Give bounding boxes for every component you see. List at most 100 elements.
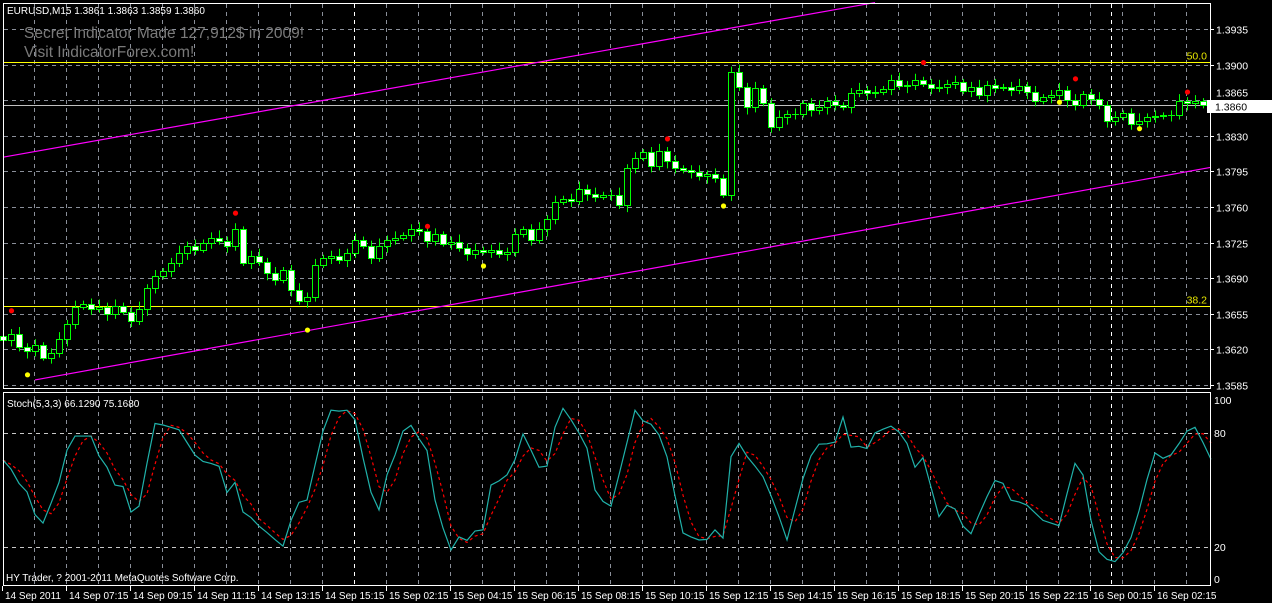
candle-body: [648, 152, 655, 167]
candle: [520, 226, 527, 238]
bottom-signal-dot: [24, 372, 31, 378]
price-panel[interactable]: 50.0 38.2: [0, 1, 1216, 381]
candle-body: [160, 271, 167, 277]
price-tick-label: 1.3655: [1216, 310, 1248, 322]
candle: [624, 164, 631, 213]
candle-body: [696, 172, 703, 177]
candle: [120, 302, 127, 315]
candle-body: [1096, 99, 1103, 106]
candle-body: [296, 290, 303, 302]
candle-body: [968, 87, 975, 92]
candle: [128, 306, 135, 328]
time-label: 14 Sep 2011: [5, 591, 61, 602]
candle-body: [256, 256, 263, 263]
candle-body: [616, 195, 623, 206]
candle: [944, 79, 951, 95]
candle: [96, 299, 103, 313]
candle: [216, 230, 223, 245]
candle: [112, 299, 119, 319]
candle-body: [1152, 116, 1159, 118]
candle-body: [208, 238, 215, 244]
candle-body: [576, 189, 583, 202]
fibo-level-label: 38.2: [1187, 295, 1208, 307]
candle-body: [584, 189, 591, 195]
candle: [272, 267, 279, 286]
candle: [816, 100, 823, 115]
candle: [48, 348, 55, 364]
candle-body: [184, 246, 191, 254]
candle: [352, 233, 359, 258]
candle: [232, 223, 239, 251]
candle: [936, 79, 943, 93]
price-tick-label: 1.3900: [1216, 61, 1248, 73]
candle-body: [632, 158, 639, 169]
candle: [384, 235, 391, 253]
candle-body: [480, 250, 487, 253]
candle: [392, 231, 399, 245]
stochastic-panel[interactable]: [2, 407, 1212, 563]
candle-body: [384, 240, 391, 247]
candle: [688, 165, 695, 179]
candle: [712, 168, 719, 183]
candle: [248, 250, 255, 270]
candle: [896, 72, 903, 91]
candle: [656, 143, 663, 171]
candle: [680, 165, 687, 174]
candle: [336, 248, 343, 264]
candle-body: [120, 306, 127, 313]
watermark-line-2: Visit IndicatorForex.com!: [24, 44, 194, 61]
candle: [1072, 94, 1079, 111]
candle: [792, 108, 799, 120]
candle-body: [552, 202, 559, 220]
candle: [568, 193, 575, 207]
price-tick-label: 1.3865: [1216, 88, 1248, 100]
stoch-tick-label: 80: [1214, 428, 1226, 440]
copyright-text: HY Trader, ? 2001-2011 MetaQuotes Softwa…: [6, 573, 239, 584]
candle: [24, 343, 31, 359]
candle: [848, 87, 855, 114]
candle: [1104, 101, 1111, 128]
candle-body: [928, 84, 935, 89]
candle-body: [568, 199, 575, 202]
candle: [808, 98, 815, 117]
candle-body: [936, 87, 943, 89]
candle: [576, 181, 583, 205]
candle-body: [304, 297, 311, 302]
candle: [1056, 82, 1063, 100]
candle: [288, 264, 295, 297]
candle: [56, 332, 63, 358]
candle: [864, 85, 871, 101]
time-label: 15 Sep 12:15: [709, 591, 769, 602]
candle-body: [1136, 121, 1143, 125]
candle-body: [752, 88, 759, 108]
stoch-main-line: [2, 407, 1212, 563]
candle: [208, 232, 215, 249]
candle-body: [824, 101, 831, 108]
candle-body: [984, 85, 991, 96]
candle: [920, 76, 927, 87]
candle: [912, 73, 919, 91]
current-price-label: 1.3860: [1215, 102, 1247, 114]
candle: [168, 257, 175, 278]
current-price-box: [1207, 100, 1272, 113]
candle: [1024, 81, 1031, 100]
candle-body: [800, 103, 807, 115]
candle: [1168, 110, 1175, 122]
candle-body: [1184, 101, 1191, 104]
candle: [88, 298, 95, 315]
candle-body: [736, 72, 743, 88]
candle-body: [1200, 101, 1207, 106]
top-signal-dot: [1072, 76, 1079, 82]
candle-body: [784, 114, 791, 118]
candle: [696, 165, 703, 181]
candle-body: [424, 231, 431, 242]
candle-body: [368, 246, 375, 259]
candle-body: [840, 105, 847, 108]
candle-body: [1048, 95, 1055, 98]
candle: [840, 102, 847, 111]
candle-body: [920, 80, 927, 85]
candle-body: [112, 306, 119, 315]
candle: [512, 228, 519, 257]
candle-body: [704, 174, 711, 177]
